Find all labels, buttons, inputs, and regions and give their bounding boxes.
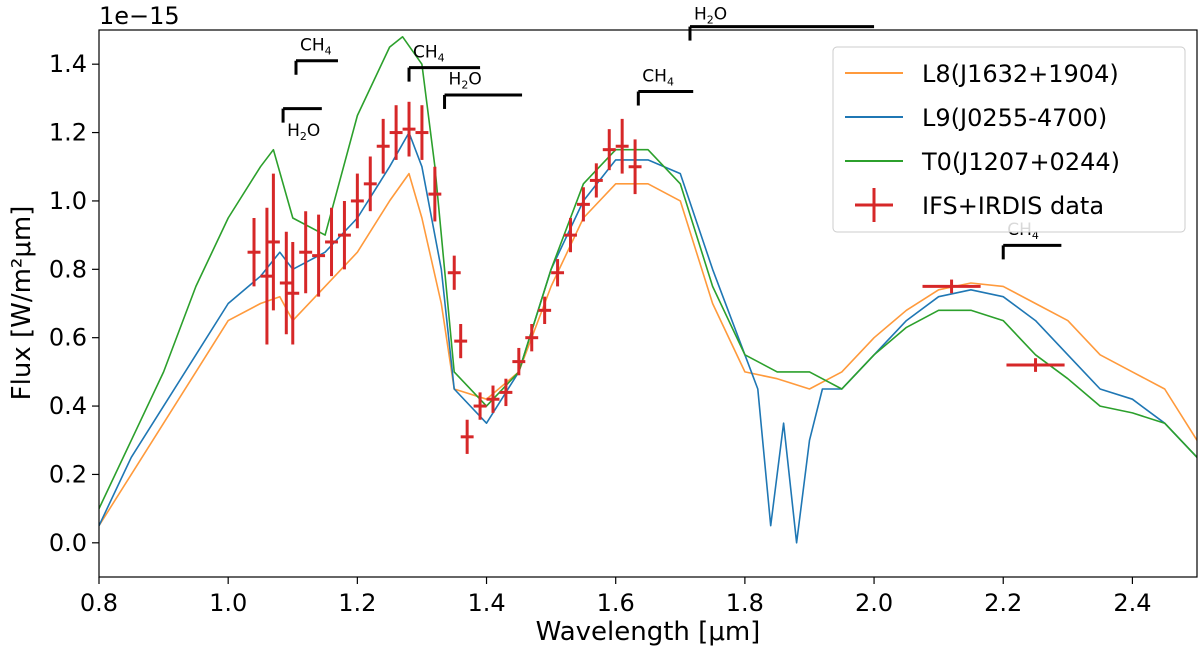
x-tick-label: 1.6 — [597, 589, 635, 617]
data-point — [363, 156, 377, 212]
data-point — [551, 259, 565, 287]
data-point — [402, 101, 416, 157]
y-tick-label: 0.0 — [49, 529, 87, 557]
plot-frame — [98, 29, 1198, 578]
legend-item: L9(J0255-4700) — [845, 104, 1107, 132]
x-tick-label: 2.2 — [984, 589, 1022, 617]
data-point — [538, 296, 552, 325]
data-point — [447, 255, 461, 290]
legend-label: T0(J1207+0244) — [921, 148, 1120, 176]
y-tick-label: 1.0 — [49, 187, 87, 215]
legend-item: IFS+IRDIS data — [855, 188, 1104, 222]
data-point — [376, 118, 390, 174]
y-tick-label: 0.6 — [49, 324, 87, 352]
data-point — [589, 163, 603, 198]
series-line-2 — [99, 35, 1197, 509]
band-annotation: CH4 — [407, 42, 481, 82]
x-tick-label: 1.2 — [338, 589, 376, 617]
band-label: H2O — [287, 121, 320, 143]
data-point — [389, 105, 403, 160]
y-tick-label: 0.2 — [49, 460, 87, 488]
legend-label: L9(J0255-4700) — [922, 104, 1107, 132]
data-point — [512, 347, 526, 376]
x-tick-label: 1.0 — [209, 589, 247, 617]
data-point — [350, 173, 364, 229]
data-point — [499, 378, 513, 407]
legend-box — [832, 46, 1186, 233]
band-annotation: H2O — [688, 5, 875, 41]
data-point — [247, 218, 261, 287]
data-point — [266, 173, 280, 311]
data-point — [615, 118, 629, 174]
x-tick-label: 2.4 — [1113, 589, 1151, 617]
band-label: H2O — [694, 5, 727, 27]
band-label: CH4 — [300, 36, 332, 58]
x-axis-label: Wavelength [μm] — [536, 617, 761, 647]
band-label: CH4 — [642, 66, 674, 88]
y-tick-label: 1.2 — [49, 119, 87, 147]
data-point — [525, 324, 539, 352]
data-point — [486, 385, 500, 413]
data-point — [312, 214, 326, 297]
data-point — [286, 241, 300, 345]
x-tick-label: 1.4 — [467, 589, 505, 617]
legend-item: T0(J1207+0244) — [845, 148, 1120, 176]
data-point — [260, 207, 274, 345]
band-label: H2O — [449, 70, 482, 92]
data-point — [337, 200, 351, 270]
y-tick-label: 1.4 — [49, 50, 87, 78]
legend: L8(J1632+1904) L9(J0255-4700) T0(J1207+024… — [832, 46, 1186, 233]
band-annotation: H2O — [281, 107, 322, 143]
legend-label: L8(J1632+1904) — [922, 60, 1119, 88]
data-point — [460, 419, 474, 454]
data-point — [415, 105, 429, 160]
data-point — [473, 392, 487, 420]
data-point — [428, 166, 442, 222]
x-tick-label: 2.0 — [855, 589, 893, 617]
y-tick-label: 0.8 — [49, 255, 87, 283]
x-tick-label: 1.8 — [726, 589, 764, 617]
y-axis-label: Flux [W/m²μm] — [7, 206, 37, 401]
band-label: CH4 — [413, 42, 445, 64]
data-point — [602, 129, 616, 171]
y-tick-label: 0.4 — [49, 392, 87, 420]
band-annotation: CH4 — [636, 66, 694, 106]
band-annotation: H2O — [443, 70, 523, 109]
x-tick-label: 0.8 — [80, 589, 118, 617]
data-point — [454, 324, 468, 359]
data-point — [628, 139, 642, 195]
data-point — [1006, 358, 1065, 372]
series-line-0 — [99, 172, 1197, 527]
legend-label: IFS+IRDIS data — [922, 192, 1104, 220]
data-point — [576, 187, 590, 222]
data-point — [299, 211, 313, 294]
y-offset-text: 1e−15 — [99, 2, 180, 30]
legend-item: L8(J1632+1904) — [845, 60, 1119, 88]
band-annotation: CH4 — [294, 36, 338, 75]
data-point — [922, 279, 981, 294]
data-point — [279, 231, 293, 335]
data-point — [325, 207, 338, 277]
data-point — [564, 218, 577, 253]
